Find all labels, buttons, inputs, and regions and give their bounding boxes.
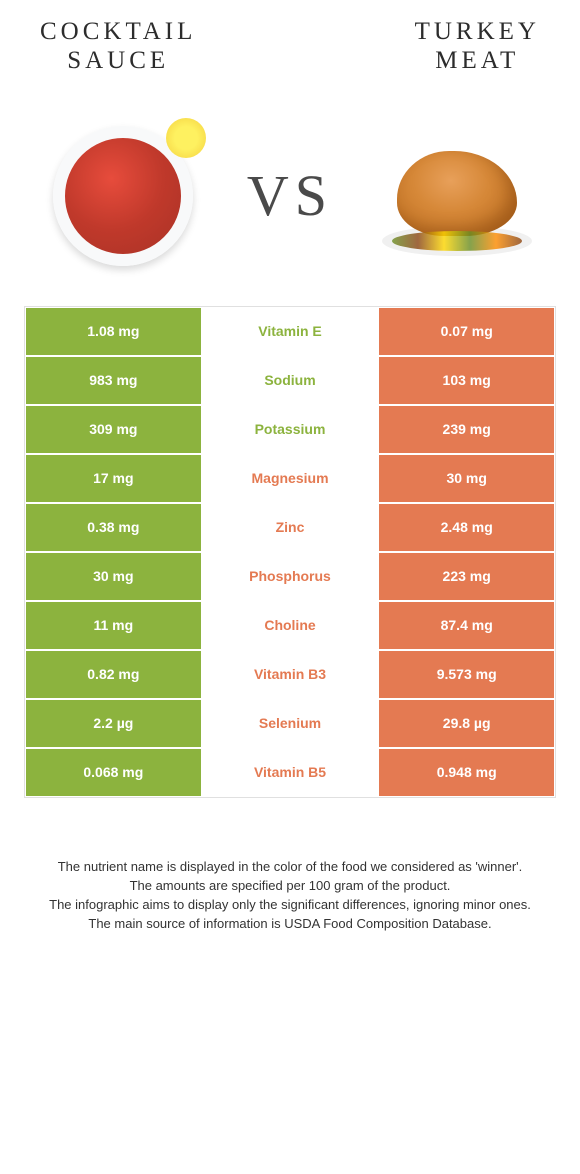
table-row: 983 mgSodium103 mg [25, 356, 555, 405]
nutrient-label-cell: Sodium [202, 356, 379, 405]
table-row: 30 mgPhosphorus223 mg [25, 552, 555, 601]
left-value-cell: 0.82 mg [25, 650, 202, 699]
cocktail-sauce-icon [53, 126, 193, 266]
right-value-cell: 29.8 µg [378, 699, 555, 748]
nutrient-label-cell: Potassium [202, 405, 379, 454]
right-value-cell: 30 mg [378, 454, 555, 503]
left-food-title: COCKTAIL SAUCE [40, 18, 196, 76]
table-row: 1.08 mgVitamin E0.07 mg [25, 307, 555, 356]
right-value-cell: 239 mg [378, 405, 555, 454]
table-row: 11 mgCholine87.4 mg [25, 601, 555, 650]
footer-line: The infographic aims to display only the… [30, 896, 550, 914]
right-value-cell: 223 mg [378, 552, 555, 601]
table-row: 0.068 mgVitamin B50.948 mg [25, 748, 555, 797]
images-row: VS [0, 86, 580, 306]
right-value-cell: 2.48 mg [378, 503, 555, 552]
turkey-icon [382, 146, 532, 246]
left-value-cell: 2.2 µg [25, 699, 202, 748]
table-row: 2.2 µgSelenium29.8 µg [25, 699, 555, 748]
left-value-cell: 11 mg [25, 601, 202, 650]
right-food-image [372, 111, 542, 281]
left-value-cell: 0.38 mg [25, 503, 202, 552]
left-food-image [38, 111, 208, 281]
right-value-cell: 9.573 mg [378, 650, 555, 699]
table-row: 17 mgMagnesium30 mg [25, 454, 555, 503]
table-row: 309 mgPotassium239 mg [25, 405, 555, 454]
left-value-cell: 17 mg [25, 454, 202, 503]
right-food-title: TURKEY MEAT [415, 18, 540, 76]
footer-line: The amounts are specified per 100 gram o… [30, 877, 550, 895]
nutrient-label-cell: Selenium [202, 699, 379, 748]
nutrient-label-cell: Magnesium [202, 454, 379, 503]
nutrient-label-cell: Phosphorus [202, 552, 379, 601]
table-row: 0.82 mgVitamin B39.573 mg [25, 650, 555, 699]
table-row: 0.38 mgZinc2.48 mg [25, 503, 555, 552]
header-titles: COCKTAIL SAUCE TURKEY MEAT [0, 0, 580, 86]
footer-line: The nutrient name is displayed in the co… [30, 858, 550, 876]
right-value-cell: 0.948 mg [378, 748, 555, 797]
footer-notes: The nutrient name is displayed in the co… [30, 858, 550, 934]
nutrient-table: 1.08 mgVitamin E0.07 mg983 mgSodium103 m… [24, 306, 556, 798]
left-value-cell: 309 mg [25, 405, 202, 454]
nutrient-label-cell: Vitamin B5 [202, 748, 379, 797]
right-value-cell: 87.4 mg [378, 601, 555, 650]
left-value-cell: 0.068 mg [25, 748, 202, 797]
nutrient-label-cell: Zinc [202, 503, 379, 552]
left-value-cell: 983 mg [25, 356, 202, 405]
nutrient-label-cell: Vitamin B3 [202, 650, 379, 699]
footer-line: The main source of information is USDA F… [30, 915, 550, 933]
nutrient-label-cell: Vitamin E [202, 307, 379, 356]
vs-label: VS [247, 162, 333, 229]
left-value-cell: 1.08 mg [25, 307, 202, 356]
right-value-cell: 0.07 mg [378, 307, 555, 356]
left-value-cell: 30 mg [25, 552, 202, 601]
right-value-cell: 103 mg [378, 356, 555, 405]
nutrient-label-cell: Choline [202, 601, 379, 650]
